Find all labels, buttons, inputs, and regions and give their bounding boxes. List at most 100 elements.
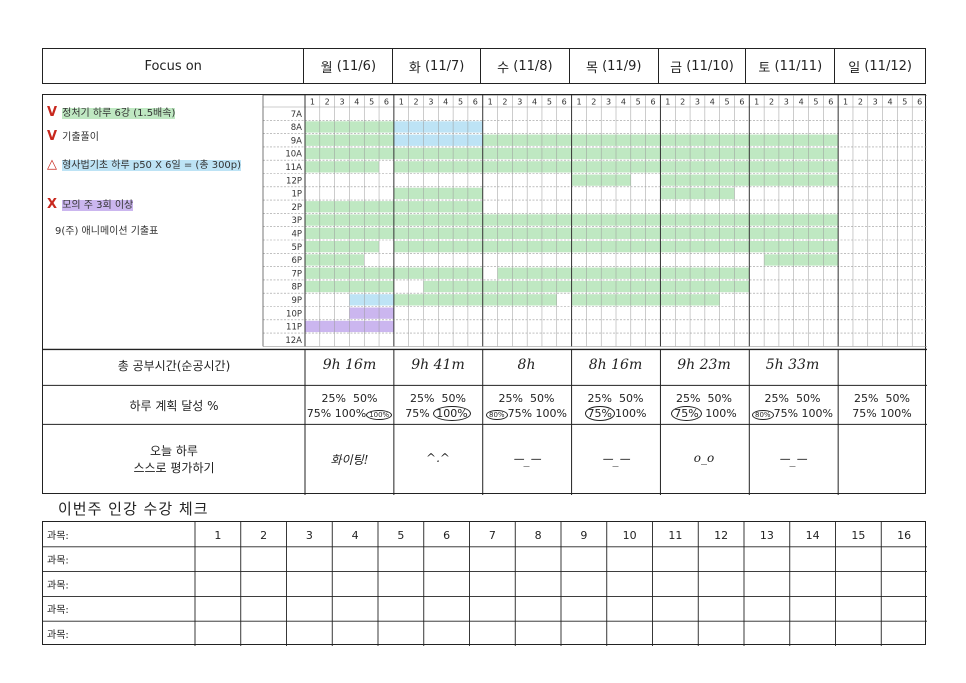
study-fill bbox=[497, 267, 572, 279]
lecture-number: 15 bbox=[851, 529, 865, 542]
minute-col-number: 5 bbox=[458, 98, 463, 107]
day-header-wed: 수 (11/8) bbox=[481, 49, 570, 83]
minute-col-number: 3 bbox=[695, 98, 700, 107]
total-wed: 8h bbox=[517, 357, 536, 373]
minute-col-number: 3 bbox=[339, 98, 344, 107]
check-mark-icon: V bbox=[47, 105, 58, 120]
study-fill bbox=[660, 187, 735, 200]
triangle-mark-icon: △ bbox=[47, 157, 57, 172]
hour-label: 8P bbox=[291, 283, 302, 293]
hour-label: 10A bbox=[285, 150, 302, 160]
minute-col-number: 2 bbox=[325, 98, 330, 107]
achievement-mon: 25% 50% 75% 100% 100% bbox=[305, 391, 394, 423]
minute-col-number: 6 bbox=[562, 98, 567, 107]
achievement-circle: 75% bbox=[671, 406, 702, 421]
study-fill bbox=[305, 241, 380, 253]
achievement-thu: 25% 50% 75% 100% bbox=[571, 391, 660, 421]
achievement-circle: 80% bbox=[752, 410, 774, 420]
achievement-sat: 25% 50% 80% 75% 100% bbox=[748, 391, 837, 423]
hour-label: 10P bbox=[286, 309, 302, 319]
day-header-thu: 목 (11/9) bbox=[570, 49, 659, 83]
minute-col-number: 1 bbox=[488, 98, 493, 107]
lecture-number: 2 bbox=[260, 529, 267, 542]
hour-label: 11P bbox=[286, 323, 302, 333]
hour-label: 7P bbox=[291, 269, 302, 279]
minute-col-number: 5 bbox=[636, 98, 641, 107]
eval-sat: ㅡ_ㅡ bbox=[778, 453, 807, 467]
minute-col-number: 5 bbox=[902, 98, 907, 107]
minute-col-number: 4 bbox=[710, 98, 715, 107]
lecture-number: 12 bbox=[714, 529, 728, 542]
self-eval-label: 오늘 하루 스스로 평가하기 bbox=[133, 444, 215, 475]
todo-text-3: 형사법기초 하루 p50 X 6일 = (총 300p) bbox=[62, 160, 242, 171]
achievement-circle: 80% bbox=[486, 410, 508, 420]
hour-label: 4P bbox=[291, 230, 302, 240]
day-header-sat: 토 (11/11) bbox=[746, 49, 836, 83]
lecture-subject-label: 과목: bbox=[47, 555, 69, 567]
hour-label: 2P bbox=[291, 203, 302, 213]
minute-col-number: 4 bbox=[532, 98, 537, 107]
study-fill bbox=[305, 161, 380, 173]
minute-col-number: 6 bbox=[739, 98, 744, 107]
lecture-number: 7 bbox=[489, 529, 496, 542]
minute-col-number: 4 bbox=[621, 98, 626, 107]
todo-item-2: V 기출풀이 bbox=[47, 125, 99, 144]
lecture-number: 11 bbox=[668, 529, 682, 542]
hour-label: 7A bbox=[291, 110, 302, 120]
minute-col-number: 3 bbox=[517, 98, 522, 107]
eval-tue: ^.^ bbox=[426, 451, 450, 465]
eval-thu: ㅡ_ㅡ bbox=[601, 453, 630, 467]
minute-col-number: 1 bbox=[310, 98, 315, 107]
achievement-fri: 25% 50% 75% 100% bbox=[660, 391, 748, 421]
hour-label: 1P bbox=[291, 190, 302, 200]
todo-text-5: 9(주) 애니메이션 기출표 bbox=[55, 226, 159, 237]
minute-col-number: 2 bbox=[680, 98, 685, 107]
x-mark-icon: X bbox=[47, 197, 58, 212]
minute-col-number: 2 bbox=[414, 98, 419, 107]
todo-text-1: 정처기 하루 6강 (1.5배속) bbox=[62, 108, 176, 119]
todo-text-4: 모의 주 3회 이상 bbox=[62, 200, 134, 211]
todo-text-2: 기출풀이 bbox=[62, 132, 99, 143]
lecture-check-title: 이번주 인강 수강 체크 bbox=[58, 500, 209, 518]
minute-col-number: 6 bbox=[828, 98, 833, 107]
lecture-number: 4 bbox=[352, 529, 359, 542]
minute-col-number: 2 bbox=[591, 98, 596, 107]
hour-label: 9P bbox=[291, 296, 302, 306]
focus-on-label: Focus on bbox=[43, 49, 305, 83]
minute-col-number: 3 bbox=[606, 98, 611, 107]
lecture-subject-label: 과목: bbox=[47, 530, 69, 542]
lecture-number: 3 bbox=[306, 529, 313, 542]
minute-col-number: 2 bbox=[858, 98, 863, 107]
todo-item-3: △ 형사법기초 하루 p50 X 6일 = (총 300p) bbox=[47, 153, 242, 172]
minute-col-number: 3 bbox=[428, 98, 433, 107]
minute-col-number: 4 bbox=[887, 98, 892, 107]
lecture-subject-label: 과목: bbox=[47, 579, 69, 591]
achievement-tue: 25% 50% 75% 100% bbox=[394, 391, 482, 421]
minute-col-number: 1 bbox=[665, 98, 670, 107]
lecture-number: 16 bbox=[897, 529, 911, 542]
lecture-number: 6 bbox=[443, 529, 450, 542]
hour-label: 9A bbox=[291, 136, 302, 146]
day-header-tue: 화 (11/7) bbox=[393, 49, 481, 83]
achievement-circle: 100% bbox=[433, 406, 471, 421]
minute-col-number: 2 bbox=[769, 98, 774, 107]
eval-mon: 화이팅! bbox=[330, 453, 369, 467]
minute-col-number: 2 bbox=[502, 98, 507, 107]
check-mark-icon: V bbox=[47, 129, 58, 144]
hour-label: 8A bbox=[291, 123, 302, 133]
header-row: Focus on 월 (11/6) 화 (11/7) 수 (11/8) 목 (1… bbox=[42, 48, 926, 84]
minute-col-number: 6 bbox=[473, 98, 478, 107]
achievement-circle: 100% bbox=[366, 410, 393, 420]
lecture-number: 1 bbox=[214, 529, 221, 542]
hour-label: 12P bbox=[286, 176, 302, 186]
lecture-number: 8 bbox=[535, 529, 542, 542]
hour-label: 12A bbox=[285, 336, 302, 346]
todo-item-4: X 모의 주 3회 이상 bbox=[47, 193, 134, 212]
minute-col-number: 5 bbox=[813, 98, 818, 107]
minute-col-number: 6 bbox=[384, 98, 389, 107]
lecture-subject-label: 과목: bbox=[47, 629, 69, 641]
study-fill bbox=[349, 294, 394, 306]
study-fill bbox=[764, 254, 839, 266]
